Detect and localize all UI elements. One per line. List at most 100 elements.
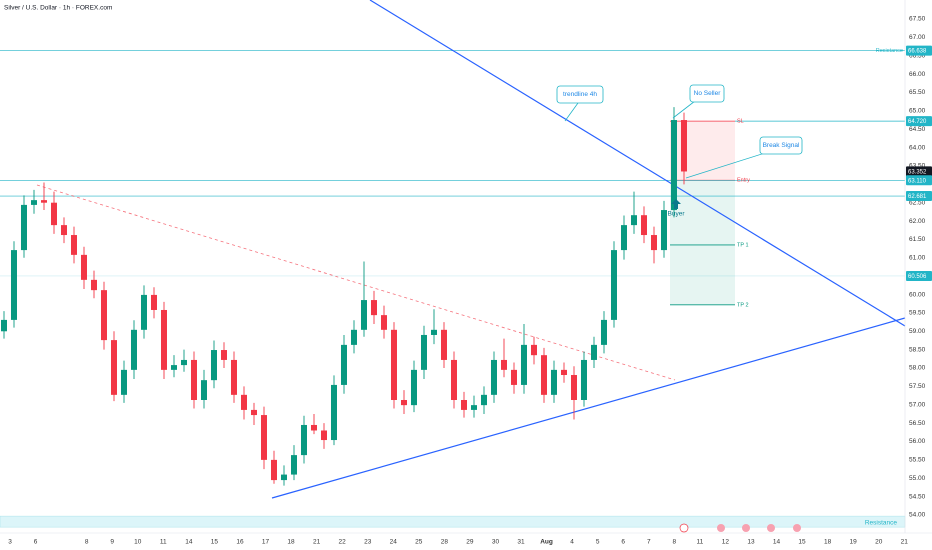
chart-title: Silver / U.S. Dollar · 1h · FOREX.com xyxy=(4,5,112,12)
callout-pointer xyxy=(685,152,766,179)
x-tick-label: 11 xyxy=(696,539,703,546)
x-tick-label: 25 xyxy=(415,539,423,546)
y-tick-label: 57.00 xyxy=(909,401,926,408)
candle-body xyxy=(301,424,307,456)
price-tag xyxy=(906,270,932,281)
zone-label: Resistance xyxy=(865,519,898,526)
candle-body xyxy=(601,319,607,345)
x-tick-label: 14 xyxy=(773,539,781,546)
candle-body xyxy=(461,399,467,410)
candle-body xyxy=(571,375,577,400)
x-tick-label: 28 xyxy=(441,539,449,546)
candle-body xyxy=(141,294,147,330)
candle-body xyxy=(101,290,107,341)
under-layer xyxy=(0,50,906,528)
stop-zone xyxy=(670,121,735,181)
candle-body xyxy=(11,250,17,320)
y-tick-label: 58.00 xyxy=(909,365,926,372)
y-tick-label: 67.50 xyxy=(909,16,926,23)
annotation: Buyer xyxy=(668,211,686,218)
position-label: TP 2 xyxy=(737,302,749,308)
x-tick-label: 21 xyxy=(901,539,909,546)
candle-body xyxy=(21,204,27,251)
candle-body xyxy=(201,380,207,400)
candle-body xyxy=(371,300,377,316)
candle-body xyxy=(561,369,567,376)
price-tag xyxy=(906,175,932,186)
y-tick-label: 66.50 xyxy=(909,52,926,59)
y-tick-label: 55.50 xyxy=(909,457,926,464)
event-icons xyxy=(679,523,801,533)
candle-body xyxy=(151,294,157,310)
candle-body xyxy=(181,359,187,366)
candle-body xyxy=(261,415,267,460)
price-tag-label: 62.681 xyxy=(908,194,927,200)
candle-body xyxy=(661,210,667,251)
candle-body xyxy=(431,329,437,335)
candle-body xyxy=(81,254,87,280)
position-label: TP 1 xyxy=(737,242,749,248)
x-tick-label: 6 xyxy=(621,539,625,546)
price-tag xyxy=(906,191,932,202)
candle-body xyxy=(451,359,457,400)
descending-trendline xyxy=(369,0,906,327)
x-tick-label: 8 xyxy=(672,539,676,546)
candle-body xyxy=(361,300,367,330)
y-tick-label: 58.50 xyxy=(909,346,926,353)
y-tick-label: 54.00 xyxy=(909,512,926,519)
candle-body xyxy=(321,430,327,441)
candle-body xyxy=(671,120,677,211)
y-tick-label: 54.50 xyxy=(909,493,926,500)
candle-body xyxy=(161,309,167,370)
x-tick-label: 10 xyxy=(134,539,142,546)
x-tick-label: 7 xyxy=(647,539,651,546)
x-tick-label: 19 xyxy=(850,539,858,546)
candle-body xyxy=(391,329,397,400)
candle-body xyxy=(581,359,587,400)
candle-body xyxy=(281,474,287,481)
candle-body xyxy=(191,359,197,400)
candle-body xyxy=(1,319,7,332)
x-tick-label: 22 xyxy=(339,539,347,546)
candle-body xyxy=(91,279,97,291)
x-tick-label: 17 xyxy=(262,539,270,546)
position-label: SL xyxy=(737,119,744,125)
buyer-arrow xyxy=(671,199,681,209)
y-tick-label: 57.50 xyxy=(909,383,926,390)
x-tick-label: 15 xyxy=(211,539,219,546)
y-tick-label: 65.50 xyxy=(909,89,926,96)
price-tag-label: 64.720 xyxy=(908,119,927,125)
price-tag-label: 63.110 xyxy=(908,178,927,184)
candle-body xyxy=(61,225,67,236)
candle-body xyxy=(471,405,477,410)
callout-box xyxy=(556,85,604,104)
candle-body xyxy=(411,369,417,406)
y-tick-label: 55.00 xyxy=(909,475,926,482)
y-tick-label: 59.00 xyxy=(909,328,926,335)
candle-body xyxy=(541,355,547,395)
y-tick-label: 61.50 xyxy=(909,236,926,243)
x-tick-label: 18 xyxy=(287,539,295,546)
candle-body xyxy=(251,409,257,416)
y-tick-label: 62.00 xyxy=(909,218,926,225)
x-tick-label: 15 xyxy=(798,539,806,546)
candle-body xyxy=(521,344,527,385)
candle-body xyxy=(641,215,647,236)
x-tick-label: 3 xyxy=(8,539,12,546)
y-tick-label: 60.00 xyxy=(909,291,926,298)
x-tick-label: 8 xyxy=(85,539,89,546)
candle-body xyxy=(111,340,117,395)
price-tag-label: 63.352 xyxy=(908,169,927,175)
callout-pointer xyxy=(672,100,696,119)
candle-body xyxy=(51,202,57,226)
price-tag-label: 60.506 xyxy=(908,274,927,280)
resistance-label: Resistance xyxy=(876,48,903,54)
price-tag xyxy=(906,45,932,56)
callout-pointer xyxy=(564,102,579,122)
y-tick-label: 56.00 xyxy=(909,438,926,445)
target-zone xyxy=(670,180,735,305)
y-tick-label: 56.50 xyxy=(909,420,926,427)
candle-body xyxy=(501,359,507,370)
candle-body xyxy=(211,350,217,381)
